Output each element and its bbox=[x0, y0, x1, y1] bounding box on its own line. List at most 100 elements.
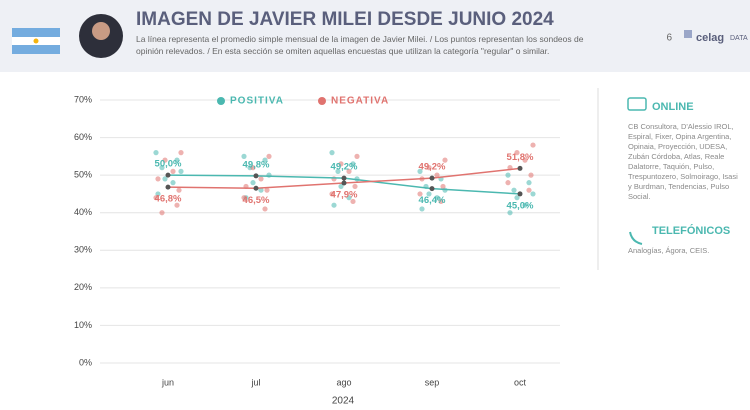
y-tick-label: 20% bbox=[74, 282, 92, 292]
x-tick-label: ago bbox=[336, 377, 351, 387]
poll-dot bbox=[507, 210, 513, 216]
mean-point bbox=[165, 184, 171, 190]
poll-dot bbox=[350, 198, 356, 205]
poll-dot bbox=[438, 198, 444, 205]
poll-dot bbox=[434, 195, 440, 201]
value-label: 47,9% bbox=[331, 190, 358, 201]
poll-dot bbox=[338, 161, 344, 167]
legend-label: POSITIVA bbox=[230, 96, 284, 107]
mean-point bbox=[253, 185, 259, 191]
mean-point bbox=[341, 180, 347, 186]
poll-dot bbox=[331, 202, 337, 208]
value-label: 45,0% bbox=[507, 200, 534, 211]
poll-dot bbox=[434, 172, 440, 178]
y-tick-label: 30% bbox=[74, 245, 92, 255]
poll-dot bbox=[505, 172, 511, 178]
poll-dot bbox=[331, 176, 337, 182]
legend-marker bbox=[318, 97, 326, 105]
poll-dot bbox=[178, 150, 184, 156]
poll-dot bbox=[153, 150, 159, 156]
subtitle: La línea representa el promedio simple m… bbox=[136, 34, 584, 56]
value-label: 46,8% bbox=[155, 194, 182, 205]
poll-dot bbox=[153, 195, 159, 201]
poll-dot bbox=[528, 172, 534, 178]
poll-dot bbox=[522, 157, 528, 163]
flag bbox=[12, 28, 60, 37]
logo-mark bbox=[684, 30, 692, 38]
legend-label: NEGATIVA bbox=[331, 96, 389, 107]
y-tick-label: 50% bbox=[74, 170, 92, 180]
poll-dot bbox=[159, 165, 165, 171]
poll-dot bbox=[262, 206, 268, 212]
poll-dot bbox=[174, 157, 180, 163]
poll-dot bbox=[505, 180, 511, 186]
value-label: 49,2% bbox=[419, 162, 446, 173]
poll-dot bbox=[426, 165, 432, 171]
portrait bbox=[92, 22, 110, 40]
poll-dot bbox=[511, 187, 517, 193]
value-label: 49,2% bbox=[331, 162, 358, 173]
phone-title: TELEFÓNICOS bbox=[652, 225, 731, 237]
poll-dot bbox=[530, 191, 536, 197]
online-icon bbox=[627, 97, 647, 111]
poll-dot bbox=[426, 191, 432, 197]
poll-dot bbox=[514, 195, 520, 201]
poll-dot bbox=[241, 153, 247, 159]
online-list: CB Consultora, D'Alessio IROL, Espiral, … bbox=[628, 122, 738, 201]
value-label: 49,8% bbox=[243, 159, 270, 170]
header-band bbox=[0, 0, 750, 72]
poll-dot bbox=[250, 180, 256, 186]
page-number: 6 bbox=[666, 33, 672, 44]
logo: celag bbox=[696, 32, 724, 44]
flag-sun bbox=[33, 38, 39, 44]
title: IMAGEN DE JAVIER MILEI DESDE JUNIO 2024 bbox=[136, 9, 554, 30]
flag bbox=[12, 45, 60, 54]
poll-dot bbox=[170, 180, 176, 186]
poll-dot bbox=[346, 168, 352, 174]
value-label: 51,8% bbox=[507, 152, 534, 163]
poll-dot bbox=[258, 176, 264, 182]
logo-suffix: DATA bbox=[730, 35, 748, 42]
poll-dot bbox=[162, 176, 168, 182]
poll-dot bbox=[241, 195, 247, 201]
poll-dot bbox=[419, 206, 425, 212]
mean-point bbox=[429, 186, 435, 192]
legend-marker bbox=[217, 97, 225, 105]
poll-dot bbox=[440, 183, 446, 190]
mean-point bbox=[429, 175, 435, 181]
x-axis-label: 2024 bbox=[332, 396, 355, 407]
poll-dot bbox=[352, 183, 358, 190]
phone-list: Analogías, Ágora, CEIS. bbox=[628, 246, 710, 255]
poll-dot bbox=[338, 183, 344, 190]
poll-dot bbox=[174, 202, 180, 208]
poll-dot bbox=[258, 187, 264, 193]
poll-dot bbox=[530, 142, 536, 148]
poll-dot bbox=[350, 161, 356, 167]
poll-dot bbox=[176, 187, 182, 193]
mean-point bbox=[253, 173, 259, 179]
online-title: ONLINE bbox=[652, 101, 694, 113]
poll-dot bbox=[417, 168, 423, 174]
value-label: 46,5% bbox=[243, 195, 270, 206]
poll-dot bbox=[514, 150, 520, 156]
poll-dot bbox=[159, 210, 165, 216]
y-tick-label: 10% bbox=[74, 320, 92, 330]
x-tick-label: jun bbox=[161, 377, 174, 387]
poll-dot bbox=[264, 187, 270, 193]
poll-dot bbox=[417, 191, 423, 197]
y-tick-label: 70% bbox=[74, 94, 92, 104]
poll-dot bbox=[250, 165, 256, 171]
poll-dot bbox=[266, 153, 272, 159]
poll-dot bbox=[178, 168, 184, 174]
poll-dot bbox=[346, 195, 352, 201]
poll-dot bbox=[354, 153, 360, 159]
poll-dot bbox=[162, 157, 168, 163]
y-tick-label: 0% bbox=[79, 357, 92, 367]
poll-dot bbox=[335, 168, 341, 174]
y-tick-label: 40% bbox=[74, 207, 92, 217]
poll-dot bbox=[526, 187, 532, 193]
poll-dot bbox=[155, 176, 161, 182]
x-tick-label: oct bbox=[514, 377, 527, 387]
